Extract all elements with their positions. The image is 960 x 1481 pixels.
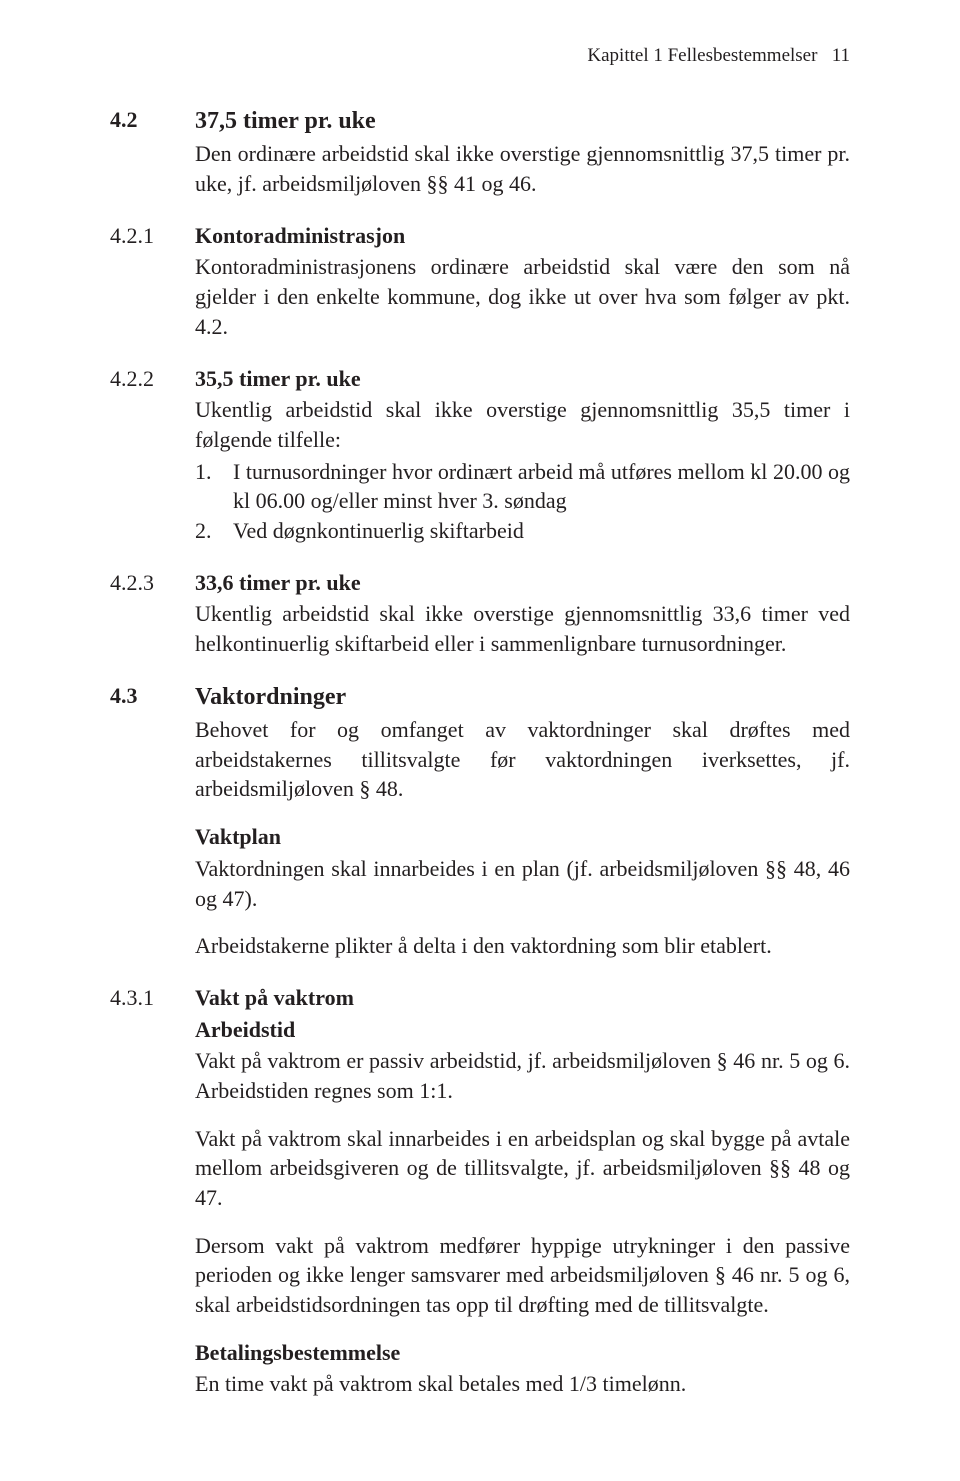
section: 4.237,5 timer pr. ukeDen ordinære arbeid… (110, 105, 850, 199)
section: 4.2.1KontoradministrasjonKontoradministr… (110, 221, 850, 342)
paragraph: Ukentlig arbeidstid skal ikke overstige … (195, 395, 850, 454)
running-header: Kapittel 1 Fellesbestemmelser 11 (110, 45, 850, 67)
document-page: Kapittel 1 Fellesbestemmelser 11 4.237,5… (0, 0, 960, 1481)
list-item: 1.I turnusordninger hvor ordinært arbeid… (195, 457, 850, 516)
section: 4.3.1Vakt på vaktromArbeidstidVakt på va… (110, 983, 850, 1399)
paragraph: Vakt på vaktrom er passiv arbeidstid, jf… (195, 1046, 850, 1105)
section-number: 4.2 (110, 105, 195, 135)
section-body: KontoradministrasjonKontoradministrasjon… (195, 221, 850, 342)
list-text: I turnusordninger hvor ordinært arbeid m… (233, 457, 850, 516)
section: 4.2.235,5 timer pr. ukeUkentlig arbeidst… (110, 364, 850, 546)
section-body: 37,5 timer pr. ukeDen ordinære arbeidsti… (195, 105, 850, 199)
list-text: Ved døgnkontinuerlig skiftarbeid (233, 516, 850, 546)
paragraph: Behovet for og omfanget av vaktordninger… (195, 715, 850, 804)
list-index: 2. (195, 516, 233, 546)
list-item: 2.Ved døgnkontinuerlig skiftarbeid (195, 516, 850, 546)
chapter-label: Kapittel 1 Fellesbestemmelser (587, 45, 817, 66)
section-body: 35,5 timer pr. ukeUkentlig arbeidstid sk… (195, 364, 850, 546)
section: 4.3VaktordningerBehovet for og omfanget … (110, 681, 850, 961)
paragraph: Arbeidstakerne plikter å delta i den vak… (195, 931, 850, 961)
sub-heading: Betalingsbestemmelse (195, 1338, 850, 1368)
section-number: 4.2.3 (110, 568, 195, 598)
section-body: VaktordningerBehovet for og omfanget av … (195, 681, 850, 961)
list-index: 1. (195, 457, 233, 516)
section-title: Vaktordninger (195, 681, 850, 713)
sub-heading: Arbeidstid (195, 1015, 850, 1045)
section-title: 33,6 timer pr. uke (195, 568, 850, 598)
section-body: 33,6 timer pr. ukeUkentlig arbeidstid sk… (195, 568, 850, 659)
page-number: 11 (832, 45, 850, 66)
section-number: 4.3 (110, 681, 195, 711)
sub-heading: Vaktplan (195, 822, 850, 852)
section-title: 37,5 timer pr. uke (195, 105, 850, 137)
paragraph: Vakt på vaktrom skal innarbeides i en ar… (195, 1124, 850, 1213)
section-title: Kontoradministrasjon (195, 221, 850, 251)
section-number: 4.2.2 (110, 364, 195, 394)
paragraph: Ukentlig arbeidstid skal ikke overstige … (195, 599, 850, 658)
section-number: 4.3.1 (110, 983, 195, 1013)
paragraph: En time vakt på vaktrom skal betales med… (195, 1369, 850, 1399)
section: 4.2.333,6 timer pr. ukeUkentlig arbeidst… (110, 568, 850, 659)
section-number: 4.2.1 (110, 221, 195, 251)
section-body: Vakt på vaktromArbeidstidVakt på vaktrom… (195, 983, 850, 1399)
paragraph: Vaktordningen skal innarbeides i en plan… (195, 854, 850, 913)
paragraph: Den ordinære arbeidstid skal ikke overst… (195, 139, 850, 198)
section-title: 35,5 timer pr. uke (195, 364, 850, 394)
paragraph: Kontoradministrasjonens ordinære arbeids… (195, 252, 850, 341)
section-title: Vakt på vaktrom (195, 983, 850, 1013)
paragraph: Dersom vakt på vaktrom medfører hyppige … (195, 1231, 850, 1320)
ordered-list: 1.I turnusordninger hvor ordinært arbeid… (195, 457, 850, 546)
